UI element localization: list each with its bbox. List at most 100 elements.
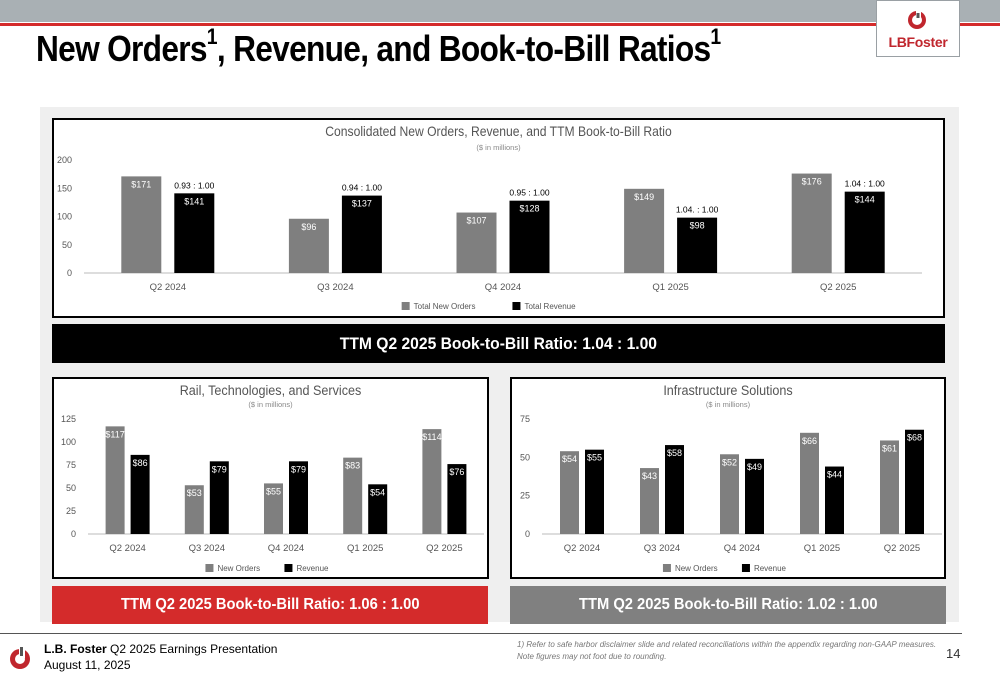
legend-label: Revenue (754, 564, 787, 573)
y-tick-label: 25 (66, 506, 76, 516)
data-label: $107 (466, 216, 486, 226)
data-label: $54 (562, 454, 577, 464)
y-tick-label: 200 (57, 155, 72, 165)
y-tick-label: 25 (520, 491, 530, 501)
data-label: $114 (422, 432, 441, 442)
bar-revenue (585, 449, 604, 534)
data-label: $53 (187, 488, 202, 498)
x-tick-label: Q3 2024 (644, 543, 680, 554)
x-tick-label: Q4 2024 (724, 543, 760, 554)
bar-new-orders (720, 454, 739, 534)
bar-new-orders (800, 432, 819, 534)
bar-revenue (745, 458, 764, 534)
data-label: $141 (184, 196, 204, 206)
bar-new-orders (624, 188, 665, 273)
x-tick-label: Q4 2024 (485, 282, 521, 293)
x-tick-label: Q2 2024 (564, 543, 600, 554)
company-logo: LBFoster (876, 0, 960, 57)
rail-chart: Rail, Technologies, and Services ($ in mi… (52, 377, 489, 579)
legend-swatch-orders (662, 564, 671, 572)
data-label: $55 (587, 453, 602, 463)
x-tick-label: Q3 2024 (317, 282, 353, 293)
y-tick-label: 50 (520, 452, 530, 462)
bar-revenue (289, 461, 308, 534)
data-label: $98 (690, 221, 705, 231)
chart-subtitle: ($ in millions) (476, 143, 521, 152)
bar-new-orders (640, 468, 659, 534)
bar-new-orders (121, 176, 162, 273)
footer-divider (0, 633, 962, 634)
data-label: $128 (519, 204, 539, 214)
logo-mark-icon (908, 11, 926, 29)
data-label: $49 (747, 462, 762, 472)
data-label: $66 (802, 436, 817, 446)
header-accent-line (0, 23, 1000, 26)
bar-new-orders (456, 212, 497, 273)
legend-swatch-revenue (741, 564, 750, 572)
ratio-label: 0.95 : 1.00 (509, 188, 549, 198)
bar-new-orders (343, 457, 363, 534)
chart-subtitle: ($ in millions) (248, 400, 293, 409)
y-tick-label: 0 (71, 529, 76, 539)
y-tick-label: 50 (66, 483, 76, 493)
data-label: $83 (345, 461, 360, 471)
legend-label: New Orders (675, 564, 718, 573)
bar-revenue (844, 191, 885, 273)
infrastructure-chart: Infrastructure Solutions ($ in millions) 0… (510, 377, 946, 579)
y-tick-label: 150 (57, 183, 72, 193)
bar-revenue (509, 200, 550, 273)
chart-svg: Rail, Technologies, and Services ($ in mi… (61, 382, 484, 573)
consolidated-chart: Consolidated New Orders, Revenue, and TT… (52, 118, 945, 318)
chart-subtitle: ($ in millions) (706, 400, 751, 409)
legend-label: Total New Orders (414, 302, 476, 311)
footer-date: August 11, 2025 (44, 658, 131, 672)
rail-ratio-banner: TTM Q2 2025 Book-to-Bill Ratio: 1.06 : 1… (52, 586, 488, 624)
x-tick-label: Q4 2024 (268, 543, 304, 554)
legend-swatch-revenue (512, 302, 521, 310)
logo-text: LBFoster (888, 34, 948, 50)
data-label: $144 (855, 195, 875, 205)
data-label: $176 (802, 177, 822, 187)
x-tick-label: Q1 2025 (347, 543, 383, 554)
bar-new-orders (791, 173, 832, 273)
y-tick-label: 100 (61, 437, 76, 447)
header-bar (0, 0, 1000, 22)
bar-revenue (665, 445, 684, 534)
footer-company: L.B. Foster Q2 2025 Earnings Presentatio… (44, 642, 278, 656)
bar-new-orders (184, 485, 204, 534)
data-label: $54 (370, 487, 385, 497)
bar-new-orders (880, 440, 899, 534)
x-tick-label: Q3 2024 (189, 543, 225, 554)
legend-swatch-orders (205, 564, 214, 572)
legend-label: Total Revenue (524, 302, 576, 311)
data-label: $58 (667, 448, 682, 458)
chart-svg: Consolidated New Orders, Revenue, and TT… (57, 123, 922, 311)
bar-revenue (905, 429, 924, 534)
chart-svg: Infrastructure Solutions ($ in millions) 0… (520, 382, 942, 573)
bar-new-orders (560, 451, 579, 534)
footnote: 1) Refer to safe harbor disclaimer slide… (517, 640, 937, 661)
data-label: $171 (131, 179, 151, 189)
y-tick-label: 100 (57, 212, 72, 222)
bar-new-orders (422, 429, 442, 534)
ratio-label: 0.94 : 1.00 (342, 183, 382, 193)
page-number: 14 (946, 646, 961, 661)
y-tick-label: 0 (525, 529, 530, 539)
data-label: $55 (266, 486, 281, 496)
consolidated-ratio-banner: TTM Q2 2025 Book-to-Bill Ratio: 1.04 : 1… (52, 324, 945, 363)
data-label: $76 (449, 467, 464, 477)
bar-revenue (825, 466, 844, 534)
bar-revenue (130, 454, 150, 534)
legend-swatch-revenue (284, 564, 293, 572)
page-title: New Orders1, Revenue, and Book-to-Bill R… (36, 24, 721, 69)
data-label: $44 (827, 470, 842, 480)
bar-revenue (209, 461, 229, 534)
x-tick-label: Q1 2025 (804, 543, 840, 554)
chart-title: Consolidated New Orders, Revenue, and TT… (325, 123, 671, 139)
y-tick-label: 75 (520, 414, 530, 424)
footer-logo-icon (10, 645, 30, 669)
infrastructure-ratio-banner: TTM Q2 2025 Book-to-Bill Ratio: 1.02 : 1… (510, 586, 946, 624)
data-label: $79 (212, 464, 227, 474)
y-tick-label: 0 (67, 268, 72, 278)
x-tick-label: Q1 2025 (652, 282, 688, 293)
